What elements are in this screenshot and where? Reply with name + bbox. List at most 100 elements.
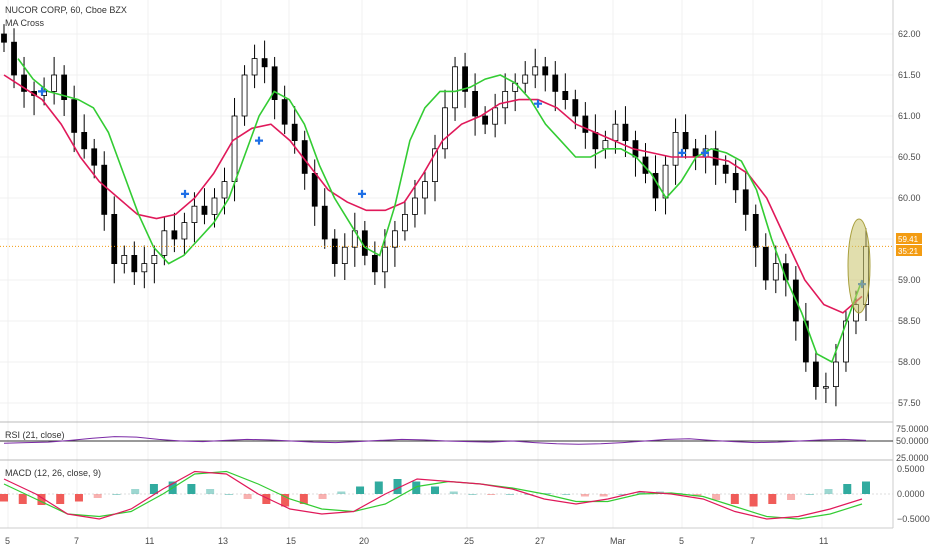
candle-down xyxy=(171,230,178,240)
rsi-tick: 25.0000 xyxy=(896,453,929,463)
candle-down xyxy=(1,33,7,43)
candle-down xyxy=(111,213,118,264)
candle-up xyxy=(492,107,499,125)
time-tick: 5 xyxy=(679,536,684,546)
macd-hist-bar xyxy=(712,494,721,500)
candle-down xyxy=(361,230,368,256)
candle-down xyxy=(321,205,328,240)
rsi-tick: 75.0000 xyxy=(896,424,929,434)
macd-hist-bar xyxy=(768,494,777,504)
cross-marker xyxy=(181,189,189,198)
macd-axis: 0.5000 0.0000 −0.5000 xyxy=(897,464,930,524)
macd-hist-bar xyxy=(299,494,308,504)
candle-down xyxy=(472,91,478,117)
candle-up xyxy=(161,230,168,256)
candle-down xyxy=(201,205,208,215)
candle-down xyxy=(91,148,98,166)
macd-hist-bar xyxy=(112,494,121,495)
macd-hist-bar xyxy=(356,486,365,494)
candle-down xyxy=(592,131,599,150)
candle-up xyxy=(51,74,58,92)
candle-up xyxy=(843,320,849,363)
candle-down xyxy=(762,246,769,281)
macd-hist-bar xyxy=(262,494,271,504)
candle-up xyxy=(241,74,248,117)
candle-up xyxy=(833,361,839,388)
candle-up xyxy=(602,140,609,150)
candle-down xyxy=(71,99,78,133)
candle-down xyxy=(311,172,318,207)
cross-marker xyxy=(358,189,366,198)
macd-hist-bar xyxy=(318,494,327,499)
candle-down xyxy=(101,164,108,215)
cross-marker xyxy=(678,148,686,157)
macd-hist-bar xyxy=(131,489,140,494)
rsi-axis: 75.0000 50.0000 25.0000 xyxy=(896,424,929,463)
macd-hist-bar xyxy=(543,493,552,494)
macd-hist-bar xyxy=(37,494,46,505)
price-tick: 61.50 xyxy=(898,70,921,80)
candle-down xyxy=(802,320,809,363)
macd-hist-bar xyxy=(862,481,870,494)
candle-up xyxy=(231,115,238,182)
time-tick: 11 xyxy=(145,536,154,546)
candle-down xyxy=(682,131,689,150)
time-tick: 20 xyxy=(359,536,369,546)
time-tick: 7 xyxy=(74,536,79,546)
candle-up xyxy=(381,246,388,273)
macd-hist-bar xyxy=(618,494,627,495)
last-price-text: 59.41 xyxy=(898,235,919,244)
candle-up xyxy=(392,230,398,248)
macd-hist-bar xyxy=(843,484,852,494)
time-axis: 5 7 11 13 15 20 25 27 Mar 5 7 11 xyxy=(5,536,828,546)
candle-up xyxy=(251,58,258,76)
macd-hist-bar xyxy=(393,479,402,494)
candle-down xyxy=(131,254,138,273)
price-tick: 60.00 xyxy=(898,193,921,203)
cross-marker xyxy=(255,136,263,145)
candle-down xyxy=(11,41,17,76)
candle-up xyxy=(772,263,779,281)
candle-down xyxy=(482,115,489,125)
macd-hist-bar xyxy=(243,494,252,499)
candle-up xyxy=(442,107,448,150)
candle-down xyxy=(61,74,68,101)
candle-down xyxy=(271,66,278,101)
macd-hist-bar xyxy=(187,484,196,494)
signal-line xyxy=(3,470,863,520)
macd-tick: 0.5000 xyxy=(897,464,925,474)
candle-up xyxy=(141,263,148,273)
candle-up xyxy=(211,197,218,215)
macd-hist-bar xyxy=(74,494,83,502)
candle-up xyxy=(502,91,509,109)
macd-histogram xyxy=(0,479,870,507)
highlight-ellipse xyxy=(847,218,871,314)
candle-down xyxy=(752,213,759,248)
time-tick: 13 xyxy=(218,536,228,546)
candle-up xyxy=(151,254,158,264)
time-tick: 25 xyxy=(464,536,474,546)
candle-up xyxy=(432,148,438,183)
macd-hist-bar xyxy=(580,494,589,497)
macd-hist-bar xyxy=(412,481,421,494)
candle-down xyxy=(622,123,629,141)
time-tick: 27 xyxy=(535,536,545,546)
candle-down xyxy=(261,58,268,68)
candle-up xyxy=(121,254,128,264)
macd-hist-bar xyxy=(206,489,215,494)
macd-hist-bar xyxy=(224,494,233,495)
candle-down xyxy=(542,66,549,76)
candle-down xyxy=(562,91,569,101)
price-tick: 59.00 xyxy=(898,275,921,285)
candle-down xyxy=(582,115,589,133)
macd-line xyxy=(3,470,863,520)
candle-down xyxy=(331,238,338,265)
candle-down xyxy=(281,99,288,125)
candle-down xyxy=(291,123,298,141)
time-tick: Mar xyxy=(610,536,626,546)
macd-hist-bar xyxy=(374,481,383,494)
macd-hist-bar xyxy=(749,494,758,507)
candle-down xyxy=(21,74,27,92)
